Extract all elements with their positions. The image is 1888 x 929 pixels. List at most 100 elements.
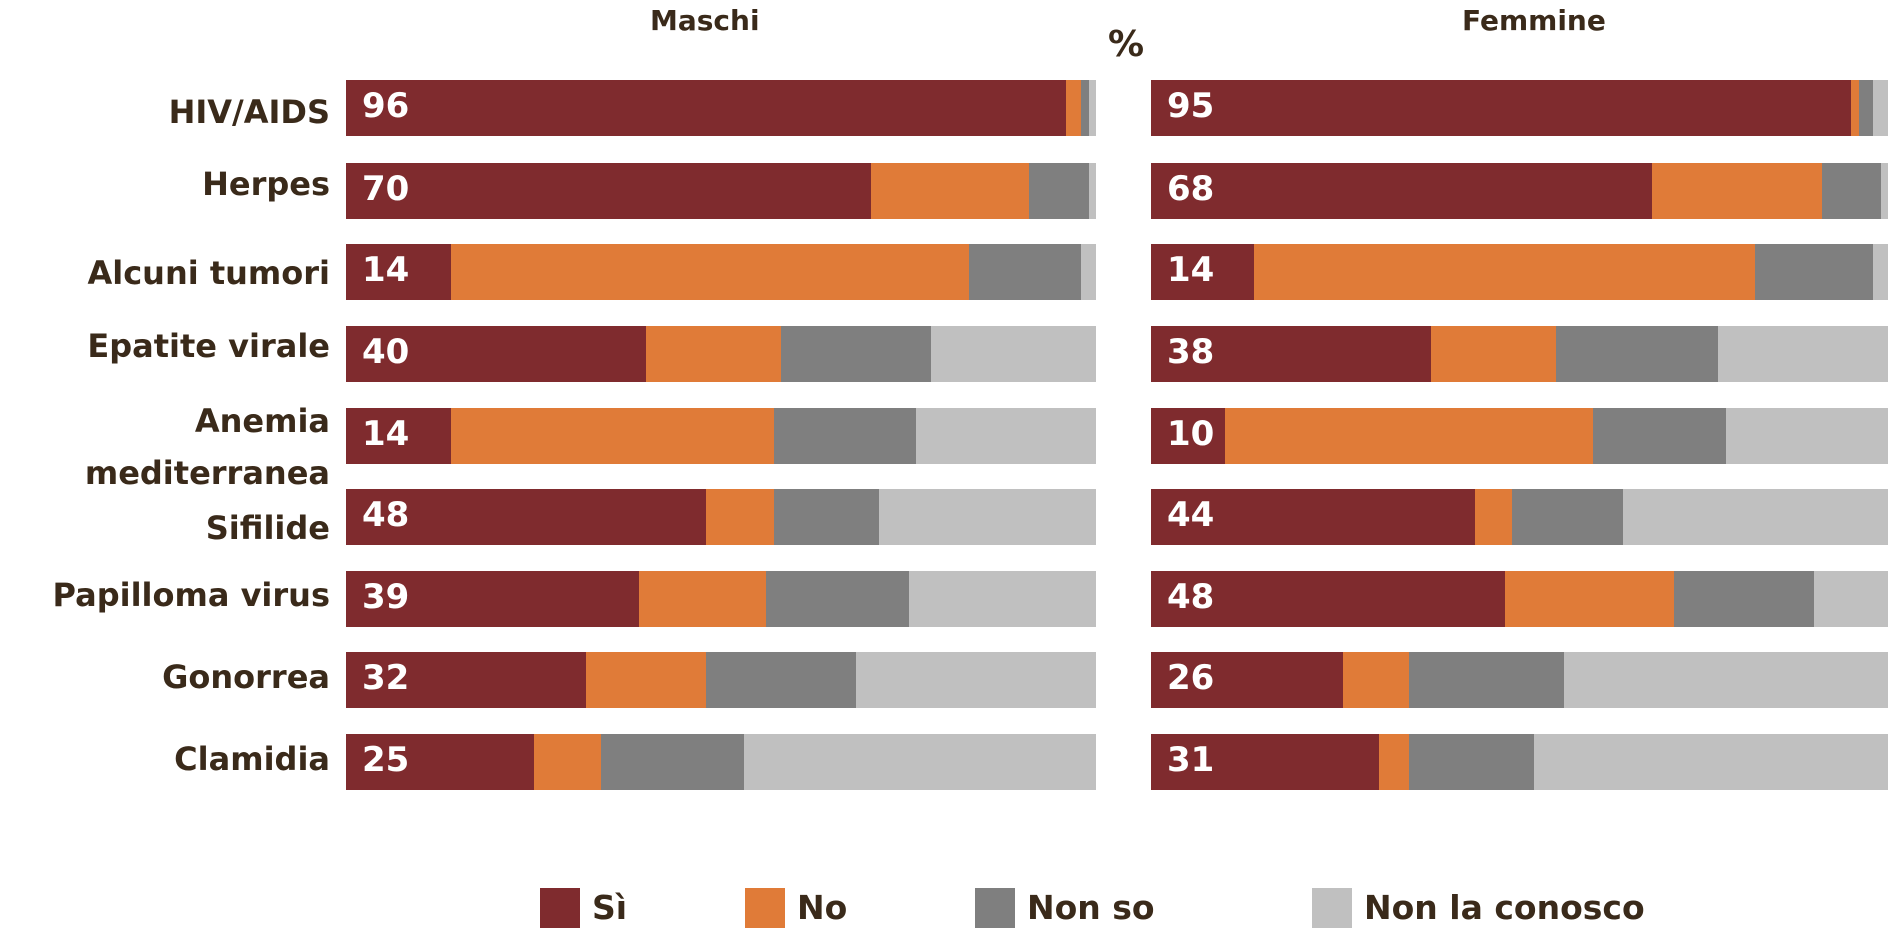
value-label: 68: [1167, 169, 1215, 209]
bar-femmine: 10: [1151, 408, 1888, 464]
bar-maschi: 48: [346, 489, 1096, 545]
bar-segment: [1755, 244, 1874, 300]
category-label: Anemia mediterranea: [84, 402, 330, 492]
bar-femmine: 38: [1151, 326, 1888, 382]
bar-segment: [1652, 163, 1822, 219]
bar-segment: [346, 734, 534, 790]
bar-segment: [1342, 652, 1409, 708]
bar-femmine: 14: [1151, 244, 1888, 300]
bar-segment: [1880, 163, 1888, 219]
bar-segment: [1066, 80, 1081, 136]
value-label: 26: [1167, 658, 1215, 698]
category-label: Herpes: [202, 165, 330, 203]
bar-segment: [1718, 326, 1888, 382]
panel-title-femmine: Femmine: [1462, 4, 1606, 37]
bar-femmine: 26: [1151, 652, 1888, 708]
bar-femmine: 68: [1151, 163, 1888, 219]
bar-segment: [346, 326, 646, 382]
bar-segment: [586, 652, 706, 708]
bar-segment: [533, 734, 601, 790]
bar-segment: [856, 652, 1096, 708]
value-label: 39: [362, 577, 410, 617]
legend-swatch: [975, 888, 1015, 928]
bar-segment: [766, 571, 909, 627]
bar-segment: [1431, 326, 1557, 382]
bar-segment: [1622, 489, 1888, 545]
value-label: 44: [1167, 495, 1215, 535]
bar-segment: [1873, 244, 1888, 300]
bar-segment: [743, 734, 1096, 790]
bar-segment: [908, 571, 1096, 627]
bar-segment: [1088, 163, 1096, 219]
bar-segment: [346, 163, 871, 219]
bar-segment: [706, 652, 856, 708]
bar-femmine: 44: [1151, 489, 1888, 545]
bar-segment: [346, 652, 586, 708]
value-label: 14: [1167, 250, 1215, 290]
bar-segment: [346, 489, 706, 545]
bar-segment: [451, 244, 969, 300]
bar-segment: [1475, 489, 1513, 545]
value-label: 48: [362, 495, 410, 535]
bar-segment: [1081, 80, 1089, 136]
bar-segment: [346, 571, 639, 627]
bar-segment: [346, 408, 451, 464]
bar-segment: [646, 326, 781, 382]
value-label: 38: [1167, 332, 1215, 372]
bar-segment: [346, 80, 1066, 136]
legend-swatch: [540, 888, 580, 928]
panel-title-maschi: Maschi: [650, 4, 760, 37]
bar-femmine: 31: [1151, 734, 1888, 790]
value-label: 25: [362, 740, 410, 780]
category-label: Gonorrea: [162, 658, 330, 696]
bar-maschi: 96: [346, 80, 1096, 136]
bar-segment: [1814, 571, 1888, 627]
value-label: 96: [362, 86, 410, 126]
value-label: 14: [362, 414, 410, 454]
category-label: Epatite virale: [87, 327, 330, 365]
bar-segment: [1151, 80, 1852, 136]
bar-segment: [1081, 244, 1096, 300]
bar-maschi: 39: [346, 571, 1096, 627]
bar-segment: [1534, 734, 1888, 790]
bar-segment: [451, 408, 774, 464]
bar-segment: [1151, 571, 1505, 627]
legend-label: Sì: [592, 888, 628, 927]
bar-femmine: 95: [1151, 80, 1888, 136]
legend-label: No: [797, 888, 848, 927]
bar-segment: [1504, 571, 1675, 627]
bar-segment: [968, 244, 1081, 300]
bar-maschi: 14: [346, 244, 1096, 300]
value-label: 70: [362, 169, 410, 209]
bar-segment: [1408, 734, 1535, 790]
bar-segment: [1821, 163, 1881, 219]
bar-segment: [1512, 489, 1623, 545]
bar-segment: [1254, 244, 1756, 300]
value-label: 14: [362, 250, 410, 290]
bar-segment: [1556, 326, 1719, 382]
bar-segment: [1224, 408, 1594, 464]
category-label: HIV/AIDS: [168, 93, 330, 131]
bar-segment: [916, 408, 1096, 464]
bar-segment: [1379, 734, 1409, 790]
bar-segment: [1725, 408, 1888, 464]
bar-segment: [1593, 408, 1726, 464]
bar-maschi: 32: [346, 652, 1096, 708]
bar-segment: [878, 489, 1096, 545]
bar-segment: [1151, 408, 1225, 464]
bar-segment: [773, 489, 879, 545]
value-label: 40: [362, 332, 410, 372]
bar-segment: [1408, 652, 1564, 708]
bar-segment: [706, 489, 774, 545]
bar-segment: [1151, 489, 1476, 545]
bar-segment: [638, 571, 766, 627]
category-label: Papilloma virus: [52, 576, 331, 614]
bar-segment: [1151, 652, 1343, 708]
bar-segment: [871, 163, 1029, 219]
bar-maschi: 70: [346, 163, 1096, 219]
bar-segment: [1151, 163, 1653, 219]
bar-segment: [601, 734, 744, 790]
bar-segment: [346, 244, 451, 300]
value-label: 10: [1167, 414, 1215, 454]
bar-segment: [931, 326, 1096, 382]
